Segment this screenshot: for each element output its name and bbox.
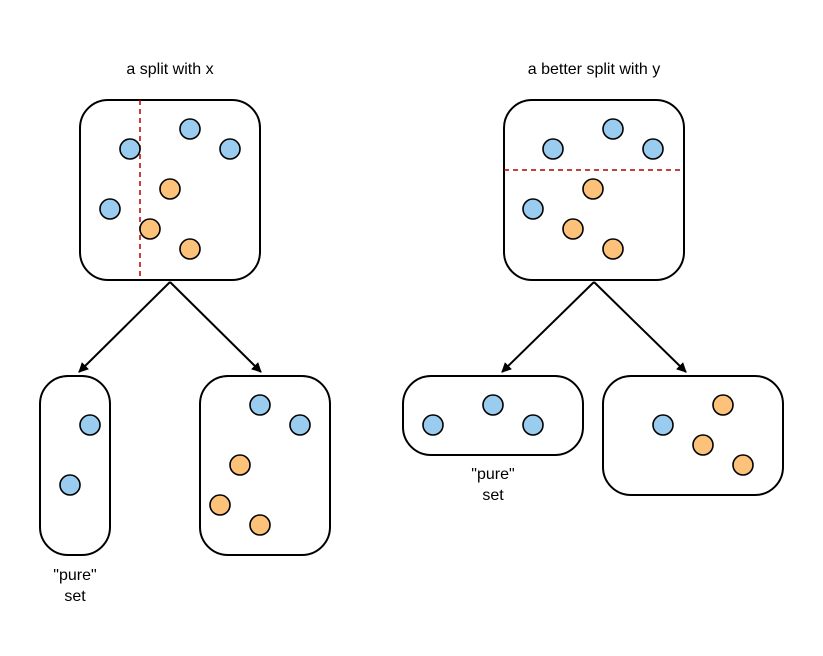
left-arrow-to-right-child <box>169 281 262 373</box>
orange-point <box>712 394 734 416</box>
orange-point <box>229 454 251 476</box>
blue-point <box>542 138 564 160</box>
blue-point <box>289 414 311 436</box>
left-pure-child-node <box>39 375 111 556</box>
left-pure-label-line1: "pure" <box>53 567 96 584</box>
orange-point <box>602 238 624 260</box>
blue-point <box>99 198 121 220</box>
orange-point <box>562 218 584 240</box>
orange-point <box>159 178 181 200</box>
right-arrow-to-right-child <box>593 281 687 373</box>
blue-point <box>219 138 241 160</box>
blue-point <box>59 474 81 496</box>
blue-point <box>642 138 664 160</box>
blue-point <box>119 138 141 160</box>
right-title: a better split with y <box>528 61 661 78</box>
blue-point <box>522 414 544 436</box>
right-arrow-to-left-child <box>501 281 595 373</box>
orange-point <box>582 178 604 200</box>
blue-point <box>79 414 101 436</box>
blue-point <box>482 394 504 416</box>
orange-point <box>249 514 271 536</box>
left-pure-label-line2: set <box>64 588 86 605</box>
left-tree: "pure" set <box>39 99 331 605</box>
orange-point <box>692 434 714 456</box>
right-pure-label-line1: "pure" <box>471 466 514 483</box>
right-tree: "pure" set <box>402 99 784 504</box>
left-title: a split with x <box>126 61 213 78</box>
blue-point <box>422 414 444 436</box>
right-mixed-child-node <box>602 375 784 496</box>
blue-point <box>602 118 624 140</box>
blue-point <box>249 394 271 416</box>
orange-point <box>732 454 754 476</box>
right-pure-label-line2: set <box>482 487 504 504</box>
orange-point <box>209 494 231 516</box>
blue-point <box>179 118 201 140</box>
blue-point <box>652 414 674 436</box>
left-arrow-to-left-child <box>78 281 171 373</box>
orange-point <box>139 218 161 240</box>
blue-point <box>522 198 544 220</box>
orange-point <box>179 238 201 260</box>
